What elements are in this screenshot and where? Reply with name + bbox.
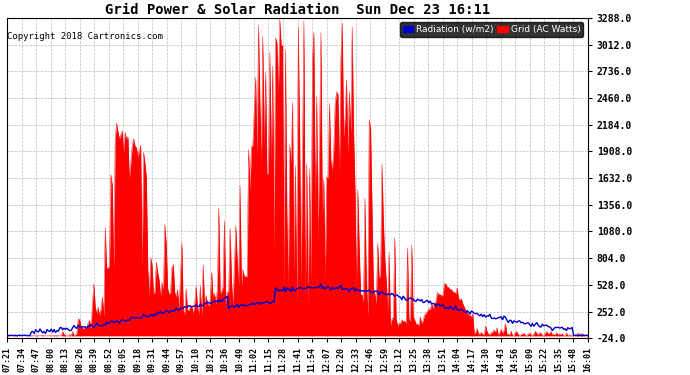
Legend: Radiation (w/m2), Grid (AC Watts): Radiation (w/m2), Grid (AC Watts)	[400, 22, 583, 37]
Text: Copyright 2018 Cartronics.com: Copyright 2018 Cartronics.com	[7, 32, 163, 41]
Title: Grid Power & Solar Radiation  Sun Dec 23 16:11: Grid Power & Solar Radiation Sun Dec 23 …	[105, 3, 490, 17]
